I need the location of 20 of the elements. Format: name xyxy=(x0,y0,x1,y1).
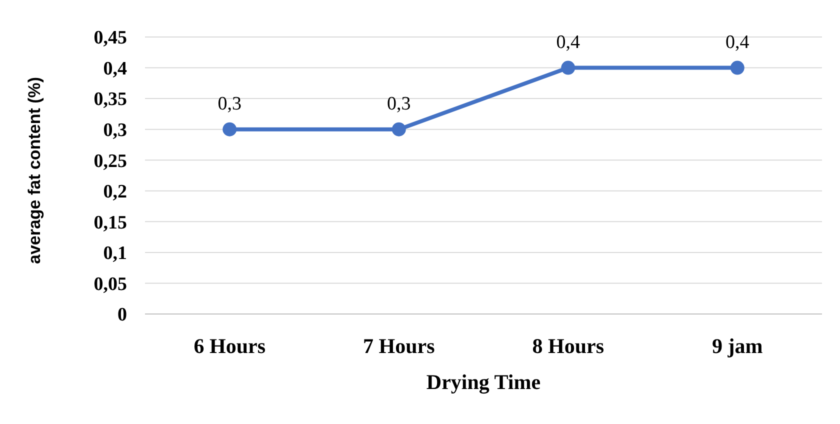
y-tick-label: 0,1 xyxy=(103,243,127,264)
data-label: 0,3 xyxy=(387,93,411,114)
data-label: 0,3 xyxy=(218,93,242,114)
y-tick-label: 0,35 xyxy=(94,89,127,110)
y-tick-label: 0,05 xyxy=(94,274,127,295)
y-tick-label: 0 xyxy=(118,304,127,326)
x-tick-label: 7 Hours xyxy=(362,334,435,358)
x-axis-title: Drying Time xyxy=(426,370,541,394)
data-label: 0,4 xyxy=(726,32,750,53)
x-tick-label: 6 Hours xyxy=(194,334,266,358)
y-tick-label: 0,45 xyxy=(94,28,127,49)
y-tick-label: 0,25 xyxy=(94,150,127,172)
x-tick-label: 8 Hours xyxy=(532,334,604,358)
y-tick-label: 0,2 xyxy=(103,182,127,203)
y-axis-title: average fat content (%) xyxy=(25,76,44,264)
y-tick-label: 0,15 xyxy=(94,212,127,234)
y-tick-label: 0,3 xyxy=(103,120,127,141)
y-tick-label: 0,4 xyxy=(103,58,128,80)
data-label: 0,4 xyxy=(556,32,580,53)
x-tick-label: 9 jam xyxy=(712,334,764,358)
